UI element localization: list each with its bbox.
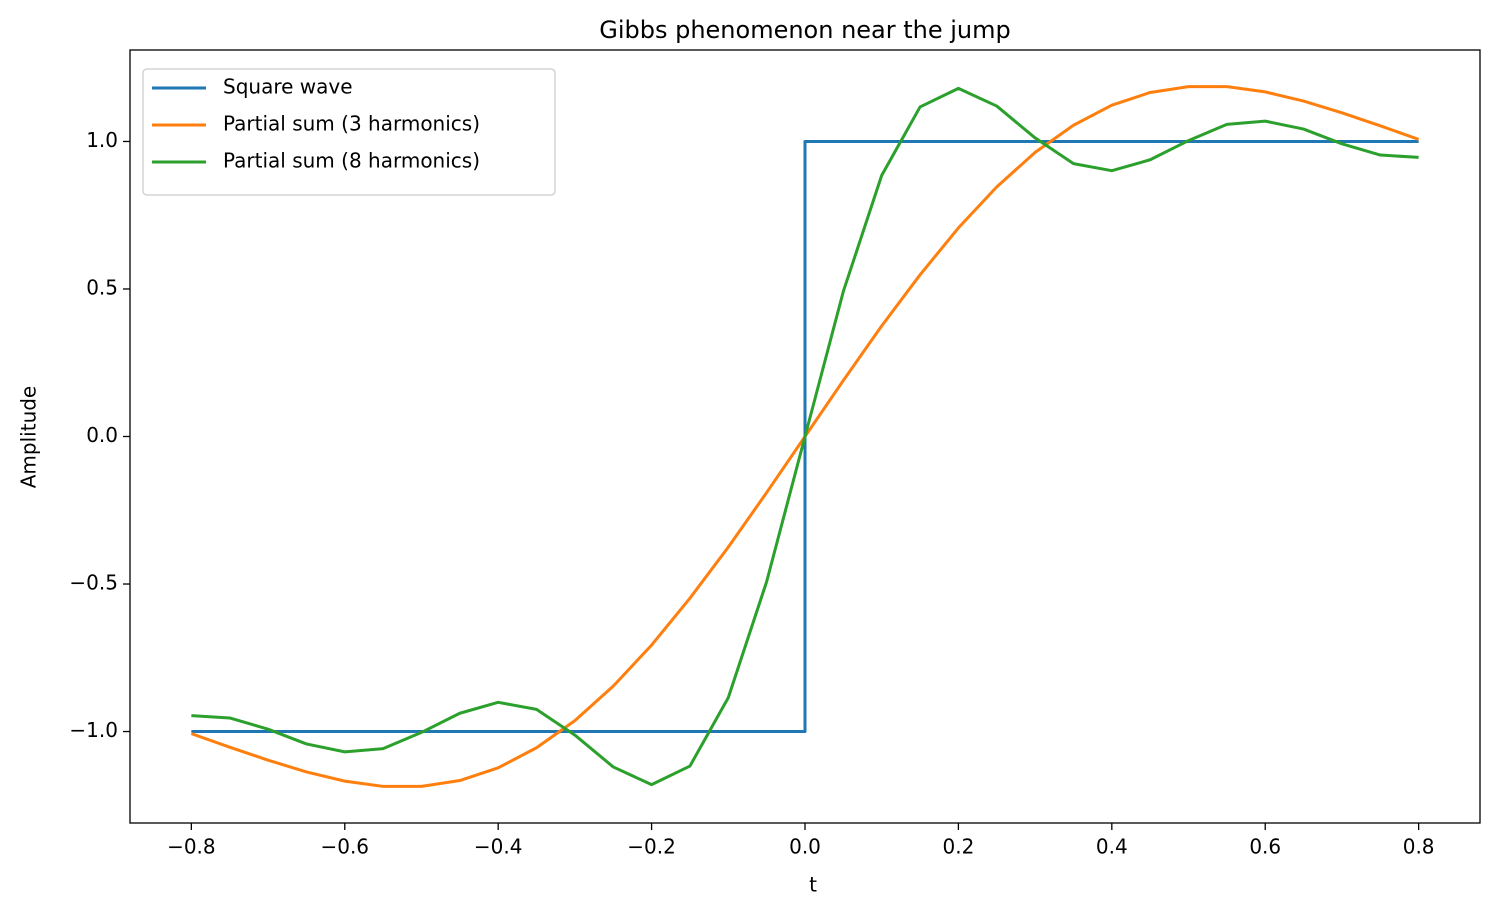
legend-box	[142, 68, 556, 196]
legend-label: Square wave	[223, 75, 353, 99]
chart-title: Gibbs phenomenon near the jump	[599, 16, 1011, 44]
y-tick-label: 0.0	[86, 423, 118, 447]
x-axis-label: t	[809, 873, 817, 897]
y-tick-label: 0.5	[86, 275, 118, 299]
plot-frame	[129, 49, 1481, 824]
y-tick-label: −1.0	[69, 718, 118, 742]
x-tick-label: 0.6	[1249, 835, 1281, 859]
legend-label: Partial sum (8 harmonics)	[223, 149, 480, 173]
legend-label: Partial sum (3 harmonics)	[223, 112, 480, 136]
x-tick-label: 0.8	[1403, 835, 1435, 859]
series-line	[191, 86, 1419, 787]
x-tick-label: 0.2	[943, 835, 975, 859]
x-tick-label: 0.0	[789, 835, 821, 859]
y-tick-label: −0.5	[69, 571, 118, 595]
y-tick-label: 1.0	[86, 128, 118, 152]
x-tick-label: −0.8	[167, 835, 216, 859]
y-axis-label: Amplitude	[17, 386, 41, 489]
x-tick-label: −0.6	[320, 835, 369, 859]
x-tick-label: −0.2	[627, 835, 676, 859]
x-tick-label: 0.4	[1096, 835, 1128, 859]
x-tick-label: −0.4	[474, 835, 523, 859]
